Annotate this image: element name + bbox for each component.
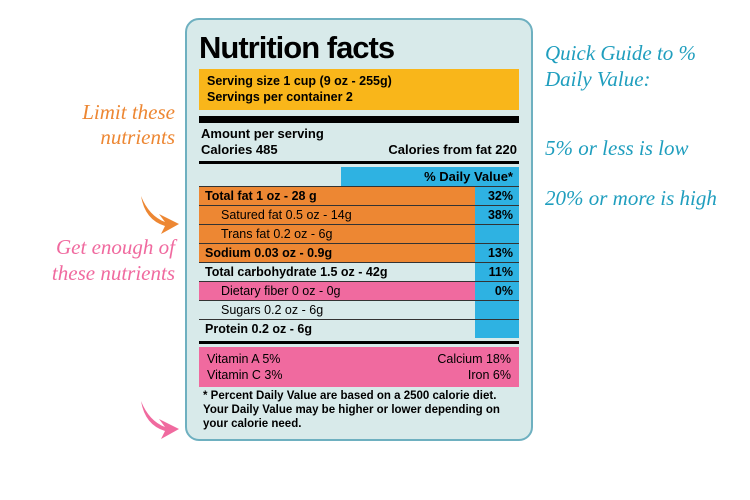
servings-per: Servings per container 2 [207,89,511,105]
vitamin-a: Vitamin A 5% [207,351,283,367]
divider [199,161,519,164]
calories-from-fat: Calories from fat 220 [388,142,517,157]
row-sugars: Sugars 0.2 oz - 6g [199,300,519,319]
amount-per-serving: Amount per serving [199,126,519,141]
divider [199,116,519,123]
row-carb: Total carbohydrate 1.5 oz - 42g 11% [199,262,519,281]
guide-low: 5% or less is low [545,135,735,161]
row-total-fat: Total fat 1 oz - 28 g 32% [199,186,519,205]
dv-header: % Daily Value* [341,167,519,186]
label-title: Nutrition facts [199,30,519,66]
row-trans-fat: Trans fat 0.2 oz - 6g [199,224,519,243]
footnote: * Percent Daily Value are based on a 250… [199,387,519,433]
iron: Iron 6% [437,367,511,383]
annotation-get: Get enough of these nutrients [20,235,175,285]
vitamin-c: Vitamin C 3% [207,367,283,383]
guide-high: 20% or more is high [545,185,735,211]
serving-size: Serving size 1 cup (9 oz - 255g) [207,73,511,89]
nutrition-label: Nutrition facts Serving size 1 cup (9 oz… [185,18,533,441]
serving-band: Serving size 1 cup (9 oz - 255g) Serving… [199,69,519,110]
vitamins-band: Vitamin A 5% Vitamin C 3% Calcium 18% Ir… [199,347,519,388]
row-sat-fat: Satured fat 0.5 oz - 14g 38% [199,205,519,224]
divider [199,341,519,344]
row-fiber: Dietary fiber 0 oz - 0g 0% [199,281,519,300]
guide-title: Quick Guide to % Daily Value: [545,40,735,93]
arrow-icon-pink [135,395,183,443]
row-protein: Protein 0.2 oz - 6g [199,319,519,338]
annotation-limit: Limit these nutrients [20,100,175,150]
calcium: Calcium 18% [437,351,511,367]
row-sodium: Sodium 0.03 oz - 0.9g 13% [199,243,519,262]
calories: Calories 485 [201,142,278,157]
arrow-icon-orange [135,190,183,238]
